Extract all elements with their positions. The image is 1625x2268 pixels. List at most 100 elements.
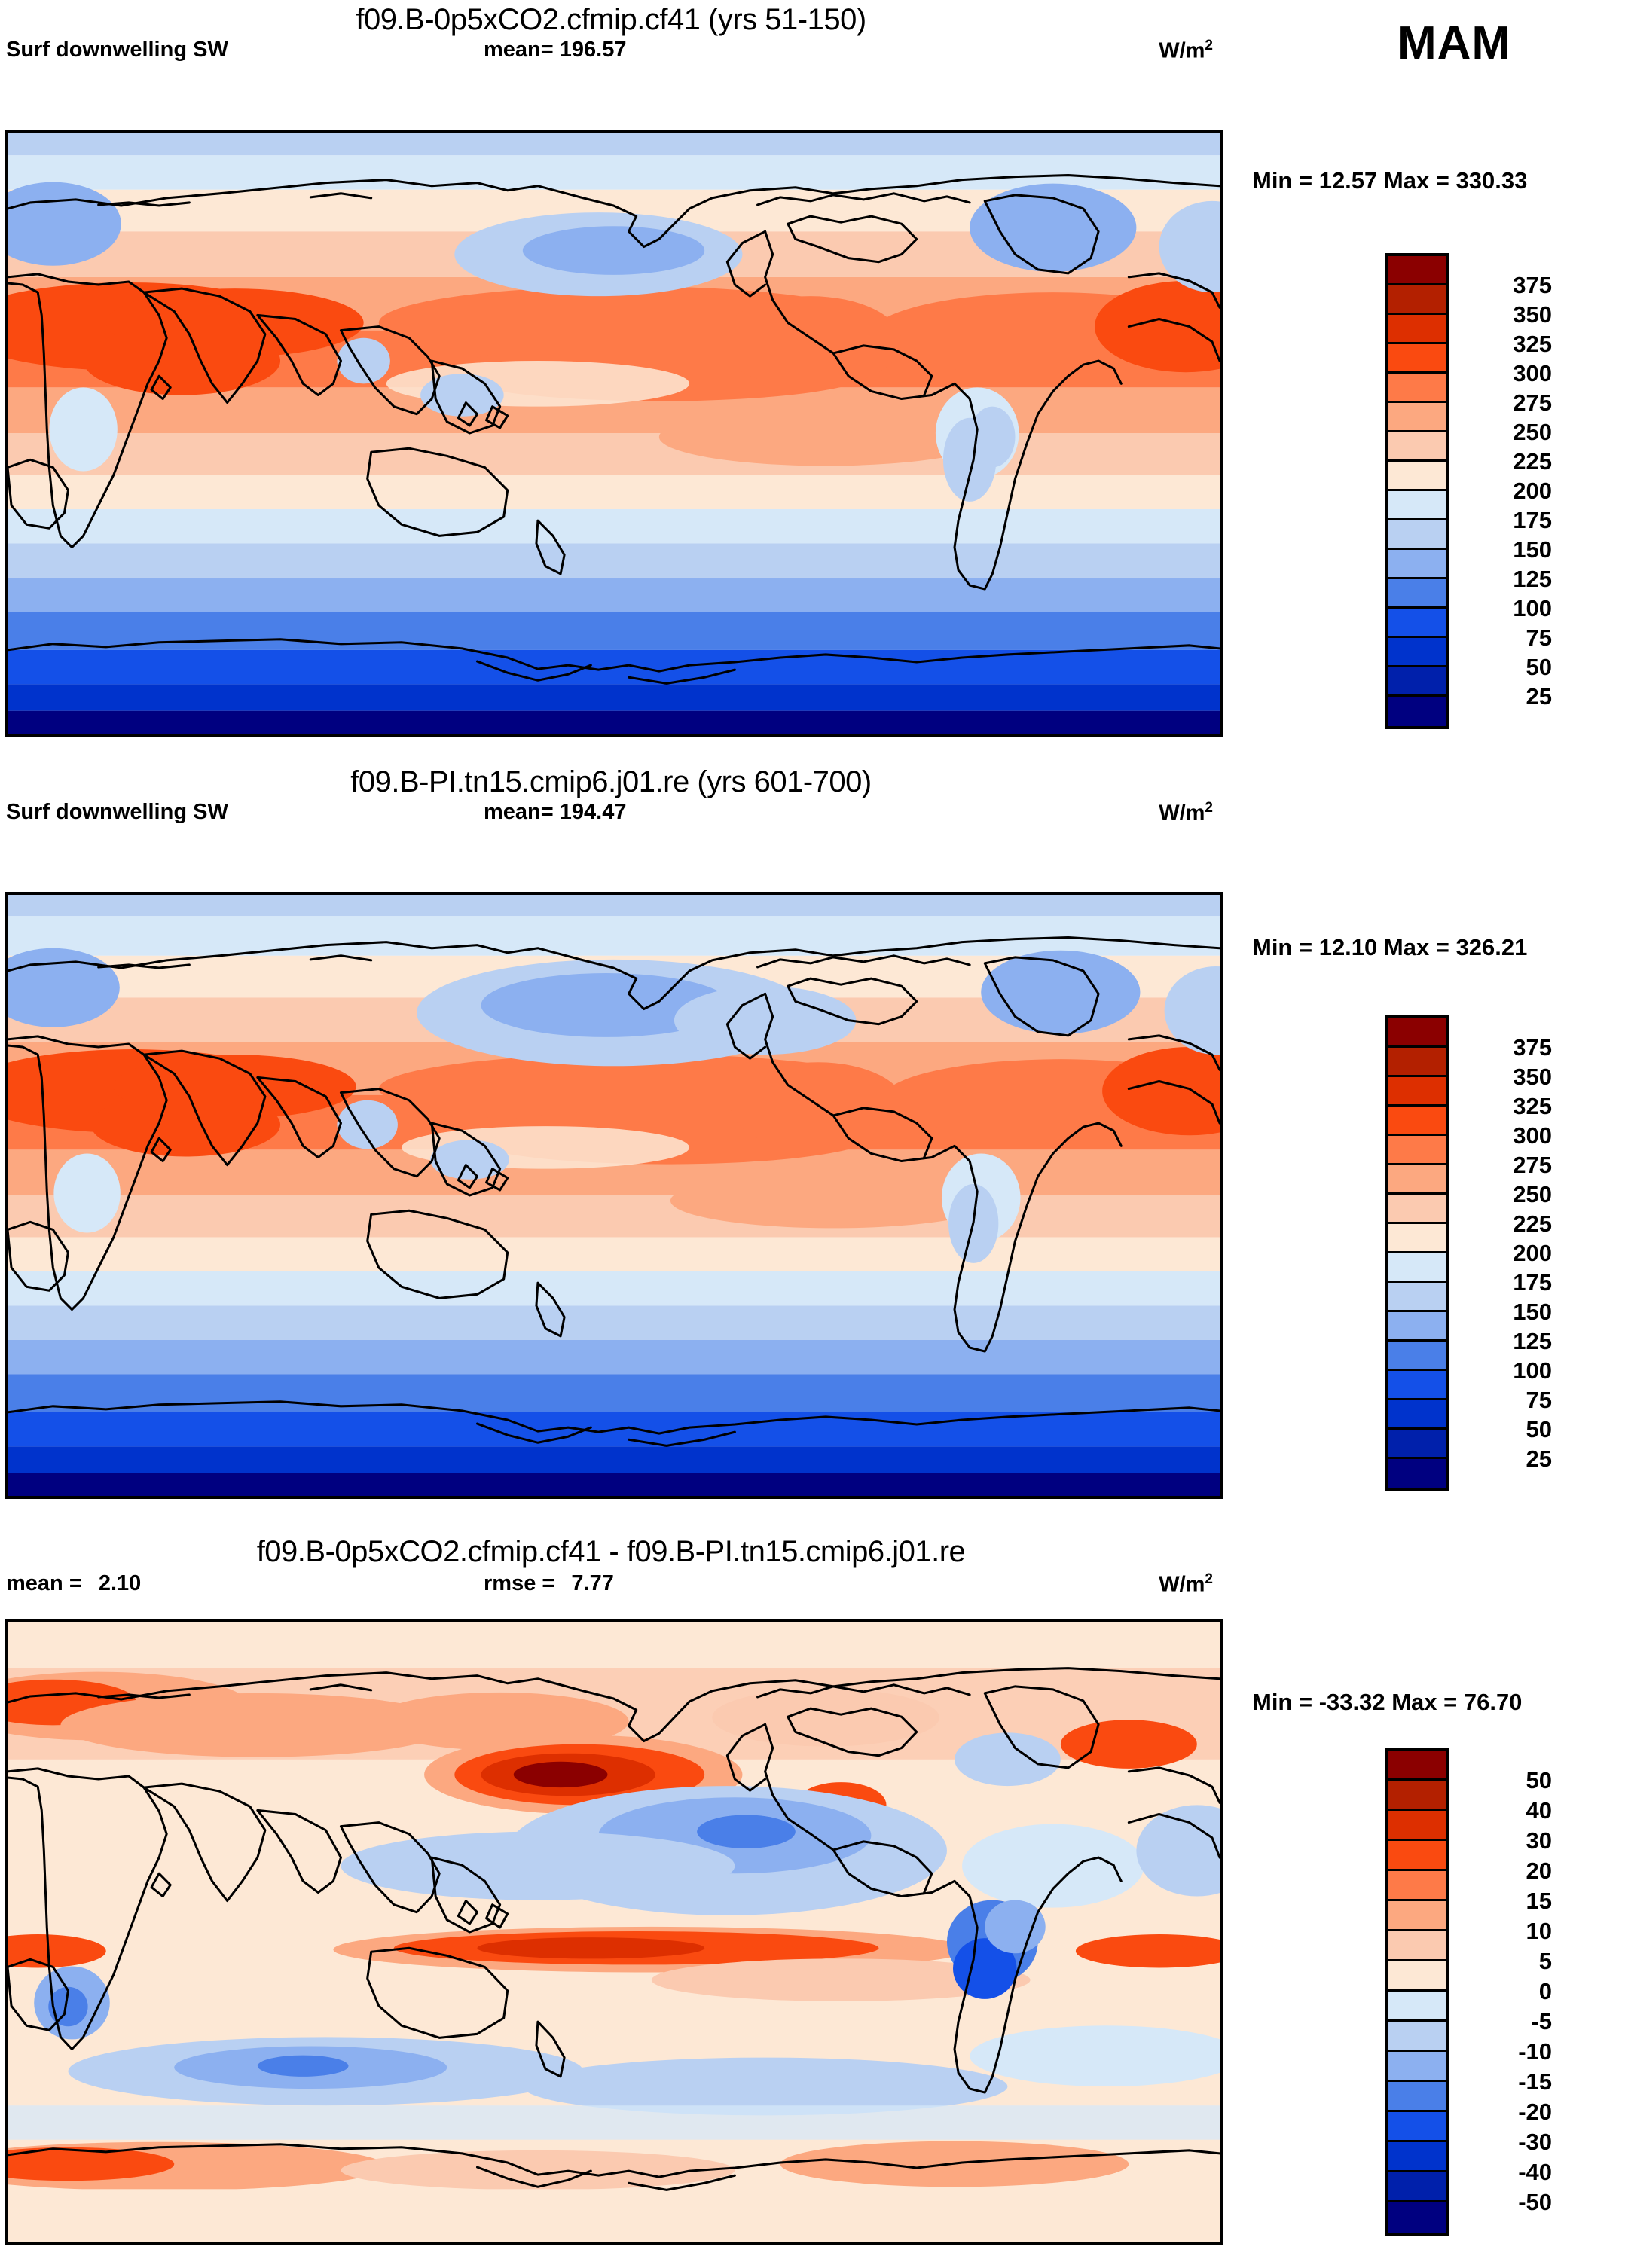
colorbar-band: [1388, 1253, 1446, 1283]
colorbar-tick-label: 125: [1513, 566, 1552, 592]
colorbar-tick-label: 175: [1513, 1269, 1552, 1296]
colorbar-tick-label: 275: [1513, 389, 1552, 416]
colorbar-band: [1388, 1841, 1446, 1871]
panel-control-case: f09.B-PI.tn15.cmip6.j01.re (yrs 601-700)…: [0, 756, 1625, 1513]
colorbar-band: [1388, 1283, 1446, 1312]
colorbar-band: [1388, 344, 1446, 374]
map-plot-absolute-1: [5, 130, 1223, 737]
colorbar-absolute-1: [1385, 253, 1449, 729]
mean-stat: mean= 196.57: [484, 38, 626, 63]
colorbar-band: [1388, 432, 1446, 462]
colorbar-band: [1388, 315, 1446, 344]
colorbar-tick-label: 100: [1513, 1357, 1552, 1384]
mean-label: mean=: [484, 38, 554, 62]
minmax-label: Min = 12.10 Max = 326.21: [1252, 934, 1528, 960]
colorbar-tick-label: 275: [1513, 1152, 1552, 1178]
mean-label: mean =: [6, 1571, 82, 1595]
map-contour-field: [8, 1622, 1220, 2242]
panel-absolute-case: f09.B-0p5xCO2.cfmip.cf41 (yrs 51-150) Su…: [0, 0, 1625, 756]
rmse-stat: rmse = 7.77: [484, 1571, 614, 1596]
colorbar-tick-label: 75: [1526, 624, 1552, 651]
colorbar-tick-label: 100: [1513, 595, 1552, 621]
colorbar-band: [1388, 2052, 1446, 2082]
colorbar-tick-label: 300: [1513, 360, 1552, 386]
mean-stat: mean = 2.10: [6, 1571, 141, 1596]
colorbar-band: [1388, 462, 1446, 491]
minmax-label: Min = -33.32 Max = 76.70: [1252, 1689, 1523, 1715]
colorbar-band: [1388, 1751, 1446, 1781]
panel-subheader: mean = 2.10 rmse = 7.77 W/m2: [0, 1571, 1222, 1604]
panel-title: f09.B-0p5xCO2.cfmip.cf41 (yrs 51-150): [356, 3, 866, 36]
colorbar-absolute-2: [1385, 1015, 1449, 1491]
colorbar-band: [1388, 1430, 1446, 1459]
colorbar-band: [1388, 1931, 1446, 1961]
colorbar-band: [1388, 1342, 1446, 1371]
colorbar-band: [1388, 697, 1446, 726]
season-label: MAM: [1397, 17, 1512, 69]
colorbar-tick-label: 50: [1526, 1767, 1552, 1793]
colorbar-band: [1388, 2202, 1446, 2233]
map-canvas: [8, 1622, 1220, 2242]
colorbar-band: [1388, 1195, 1446, 1224]
colorbar-band: [1388, 2082, 1446, 2112]
units-label: W/m2: [1159, 38, 1213, 63]
mean-value: 2.10: [98, 1571, 142, 1595]
colorbar-band: [1388, 1371, 1446, 1400]
colorbar-band: [1388, 1992, 1446, 2022]
colorbar-tick-label: -10: [1518, 2038, 1552, 2065]
colorbar-tick-label: 250: [1513, 1181, 1552, 1207]
colorbar-band: [1388, 1781, 1446, 1811]
colorbar-band: [1388, 2172, 1446, 2202]
units-label: W/m2: [1159, 800, 1213, 826]
map-contour-field: [8, 133, 1220, 734]
colorbar-band: [1388, 1961, 1446, 1992]
colorbar-band: [1388, 1165, 1446, 1195]
colorbar-tick-label: 5: [1538, 1948, 1552, 1974]
map-canvas: [8, 133, 1220, 734]
colorbar-labels-difference: 50 40 30 20 15 10 5 0 -5 -10 -15 -20 -30 -40 -50: [1446, 1748, 1552, 2230]
colorbar-tick-label: 10: [1526, 1918, 1552, 1944]
map-canvas: [8, 895, 1220, 1496]
colorbar-tick-label: 20: [1526, 1857, 1552, 1884]
colorbar-tick-label: 200: [1513, 1240, 1552, 1266]
colorbar-band: [1388, 1901, 1446, 1931]
colorbar-band: [1388, 2022, 1446, 2052]
colorbar-labels-absolute-2: 375 350 325 300 275 250 225 200 175 150 125 100 75 50…: [1446, 1015, 1552, 1485]
colorbar-tick-label: 15: [1526, 1888, 1552, 1914]
colorbar-tick-label: -30: [1518, 2129, 1552, 2155]
colorbar-band: [1388, 550, 1446, 579]
map-plot-absolute-2: [5, 892, 1223, 1499]
colorbar-band: [1388, 403, 1446, 432]
colorbar-labels-absolute-1: 375 350 325 300 275 250 225 200 175 150 125 100 75 50…: [1446, 253, 1552, 723]
colorbar-tick-label: -15: [1518, 2068, 1552, 2095]
mean-stat: mean= 194.47: [484, 800, 626, 825]
units-label: W/m2: [1159, 1571, 1213, 1597]
colorbar-band: [1388, 374, 1446, 403]
colorbar-tick-label: 350: [1513, 1064, 1552, 1090]
colorbar-tick-label: 175: [1513, 507, 1552, 533]
colorbar-band: [1388, 1312, 1446, 1342]
colorbar-band: [1388, 1018, 1446, 1048]
map-plot-difference: [5, 1619, 1223, 2245]
panel-difference: f09.B-0p5xCO2.cfmip.cf41 - f09.B-PI.tn15…: [0, 1513, 1625, 2268]
colorbar-band: [1388, 491, 1446, 520]
variable-label: Surf downwelling SW: [6, 800, 228, 824]
colorbar-tick-label: 40: [1526, 1797, 1552, 1824]
colorbar-tick-label: 250: [1513, 419, 1552, 445]
colorbar-tick-label: 25: [1526, 1445, 1552, 1472]
colorbar-tick-label: 0: [1538, 1978, 1552, 2004]
colorbar-band: [1388, 1077, 1446, 1107]
colorbar-band: [1388, 285, 1446, 315]
colorbar-tick-label: 30: [1526, 1827, 1552, 1854]
colorbar-tick-label: 300: [1513, 1122, 1552, 1149]
rmse-label: rmse =: [484, 1571, 555, 1595]
colorbar-tick-label: 225: [1513, 448, 1552, 475]
colorbar-band: [1388, 1224, 1446, 1253]
panel-subheader: Surf downwelling SW mean= 196.57 W/m2: [0, 38, 1222, 71]
colorbar-difference: [1385, 1748, 1449, 2236]
colorbar-band: [1388, 1107, 1446, 1136]
colorbar-tick-label: 75: [1526, 1387, 1552, 1413]
panel-subheader: Surf downwelling SW mean= 194.47 W/m2: [0, 800, 1222, 833]
colorbar-band: [1388, 520, 1446, 550]
colorbar-band: [1388, 638, 1446, 667]
